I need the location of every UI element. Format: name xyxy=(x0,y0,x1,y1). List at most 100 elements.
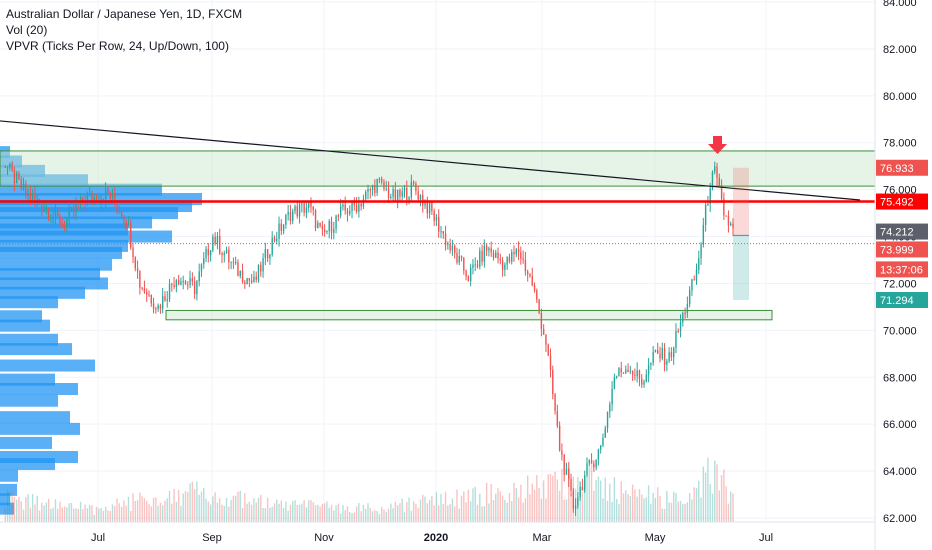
candle-body xyxy=(412,182,415,184)
volume-bar xyxy=(59,501,61,522)
volume-profile-bar xyxy=(0,310,42,323)
volume-bar xyxy=(127,496,130,522)
volume-bar xyxy=(492,500,495,522)
volume-bar xyxy=(636,496,638,522)
candle-body xyxy=(417,191,419,200)
candle-body xyxy=(380,178,383,182)
volume-bar xyxy=(355,506,358,522)
volume-bar xyxy=(604,477,606,522)
candle-body xyxy=(711,171,714,189)
candle-body xyxy=(392,189,394,197)
volume-bar xyxy=(228,506,230,522)
position-stop-zone[interactable] xyxy=(733,167,749,236)
volume-bar xyxy=(422,494,424,522)
price-tick-label: 80.000 xyxy=(883,91,917,103)
volume-bar xyxy=(187,492,189,522)
candle-body xyxy=(166,299,168,301)
price-tag-background xyxy=(876,241,928,258)
volume-bar xyxy=(638,489,641,522)
price-tick-label: 82.000 xyxy=(883,44,917,56)
candle-body xyxy=(171,284,173,286)
volume-bar xyxy=(485,482,488,522)
volume-bar xyxy=(244,493,246,522)
candle-body xyxy=(631,370,634,375)
symbol-title[interactable]: Australian Dollar / Japanese Yen, 1D, FX… xyxy=(6,7,243,21)
candle-body xyxy=(449,243,451,251)
volume-profile-bar xyxy=(0,319,50,332)
volume-profile-bar xyxy=(0,268,100,281)
candle-body xyxy=(597,449,600,460)
candle-body xyxy=(661,348,663,359)
trendline[interactable] xyxy=(0,120,861,201)
vpvr-indicator-label[interactable]: VPVR (Ticks Per Row, 24, Up/Down, 100) xyxy=(6,39,229,53)
candle-body xyxy=(333,228,335,233)
candle-body xyxy=(593,463,595,468)
volume-bar xyxy=(586,477,588,522)
volume-bar xyxy=(565,499,568,522)
candle-body xyxy=(540,312,543,329)
candle-body xyxy=(116,203,118,211)
volume-profile-bar xyxy=(0,246,122,259)
price-tick-label: 72.000 xyxy=(883,278,917,290)
volume-bar xyxy=(622,493,625,522)
candle-body xyxy=(77,204,79,206)
candle-body xyxy=(146,292,148,295)
candle-body xyxy=(590,460,593,464)
volume-bar xyxy=(321,503,324,522)
position-target-zone[interactable] xyxy=(733,235,749,301)
volume-bar xyxy=(684,503,686,522)
candle-body xyxy=(424,202,426,206)
candle-body xyxy=(43,208,45,211)
candle-body xyxy=(476,264,479,267)
volume-bar xyxy=(289,504,292,522)
volume-bar xyxy=(392,508,394,522)
candle-body xyxy=(419,195,422,200)
volume-bar xyxy=(189,483,191,522)
volume-bar xyxy=(378,513,381,522)
volume-bar xyxy=(506,502,508,522)
candle-body xyxy=(346,210,349,214)
volume-bar xyxy=(727,503,730,522)
candle-body xyxy=(615,376,618,378)
volume-bar xyxy=(118,503,121,522)
demand-zone[interactable] xyxy=(165,309,773,321)
volume-bar xyxy=(139,492,141,522)
volume-indicator-label[interactable]: Vol (20) xyxy=(6,23,48,37)
volume-bar xyxy=(15,499,18,522)
volume-bar xyxy=(253,498,255,522)
candle-body xyxy=(207,248,210,256)
volume-bar xyxy=(479,493,481,522)
candle-body xyxy=(123,217,125,221)
candle-body xyxy=(9,163,11,168)
volume-bar xyxy=(650,503,652,522)
candle-body xyxy=(622,372,625,374)
supply-zone[interactable] xyxy=(0,150,876,187)
candle-body xyxy=(483,245,486,262)
volume-bar xyxy=(257,497,260,522)
volume-bar xyxy=(61,507,64,522)
candle-body xyxy=(460,255,463,259)
candle-body xyxy=(342,204,344,207)
candle-body xyxy=(298,204,301,217)
volume-bar xyxy=(679,500,682,522)
volume-bar xyxy=(490,484,492,522)
candle-body xyxy=(709,188,711,205)
candle-body xyxy=(36,199,38,201)
volume-bar xyxy=(526,475,529,522)
volume-bar xyxy=(508,493,511,522)
candle-body xyxy=(66,218,68,228)
candle-body xyxy=(13,169,16,184)
candle-body xyxy=(294,206,296,212)
volume-bar xyxy=(6,489,9,522)
volume-bar xyxy=(4,507,6,522)
volume-bar xyxy=(691,499,693,522)
candle-body xyxy=(273,237,276,241)
volume-bar xyxy=(597,476,600,522)
candle-body xyxy=(570,479,572,491)
price-tag: 71.294 xyxy=(876,292,928,309)
volume-bar xyxy=(301,503,303,522)
candle-body xyxy=(88,193,91,196)
volume-bar xyxy=(666,490,668,522)
candle-body xyxy=(490,248,492,253)
